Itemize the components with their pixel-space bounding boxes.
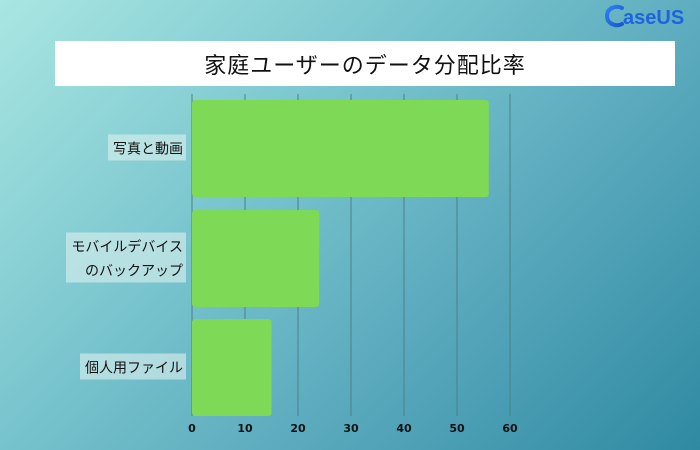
x-tick-label: 20 bbox=[290, 422, 306, 435]
category-label-bg bbox=[66, 232, 186, 283]
category-label-bg bbox=[80, 353, 186, 380]
category-label: 写真と動画 bbox=[113, 142, 183, 158]
x-tick-label: 50 bbox=[449, 422, 465, 435]
x-tick-label: 10 bbox=[237, 422, 253, 435]
category-label: のバックアップ bbox=[85, 264, 183, 280]
x-tick-label: 30 bbox=[343, 422, 359, 435]
easeus-logo: aseUS bbox=[604, 2, 700, 30]
x-tick-label: 60 bbox=[502, 422, 518, 435]
bar bbox=[192, 210, 320, 307]
category-label-bg bbox=[108, 134, 186, 161]
x-tick-label: 0 bbox=[188, 422, 196, 435]
chart-title-box: 家庭ユーザーのデータ分配比率 bbox=[55, 41, 675, 86]
bars bbox=[192, 100, 489, 416]
category-label: 個人用ファイル bbox=[85, 361, 183, 377]
bar bbox=[192, 319, 272, 416]
logo-text: aseUS bbox=[623, 7, 684, 29]
bar bbox=[192, 100, 489, 197]
chart-title: 家庭ユーザーのデータ分配比率 bbox=[204, 53, 526, 79]
x-tick-label: 40 bbox=[396, 422, 412, 435]
x-axis-ticks: 0 10 20 30 40 50 60 bbox=[188, 422, 518, 435]
category-label: モバイルデバイス bbox=[71, 239, 183, 256]
